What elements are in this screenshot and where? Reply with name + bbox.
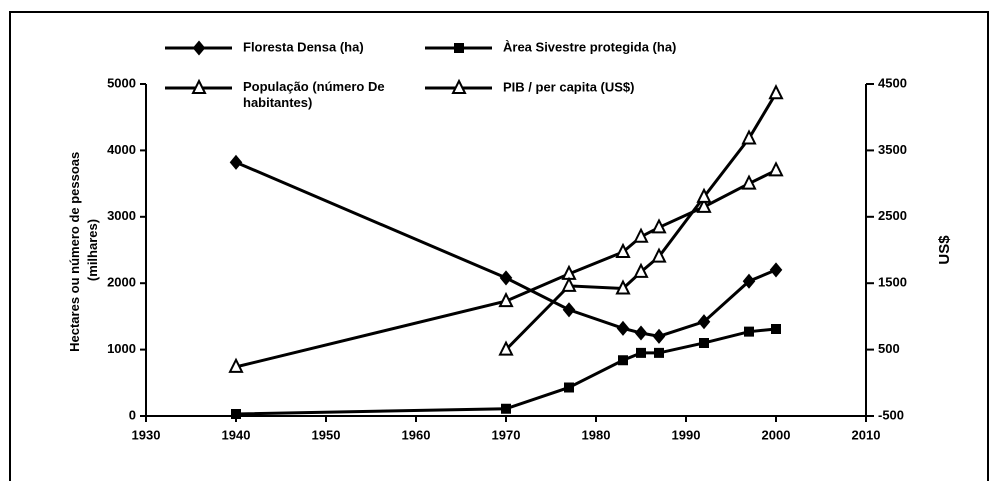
x-tick-label: 1940 (222, 427, 251, 442)
marker (768, 161, 784, 177)
marker (741, 129, 757, 145)
x-tick-label: 1950 (312, 427, 341, 442)
x-tick-label: 2000 (762, 427, 791, 442)
marker (651, 218, 667, 234)
marker (192, 40, 206, 56)
y-tick-label: 5000 (107, 75, 136, 90)
legend-label-line: População (número De (243, 79, 385, 94)
legend-label: Floresta Densa (ha) (243, 39, 364, 54)
x-tick-label: 2010 (852, 427, 881, 442)
marker (744, 326, 754, 337)
y2-axis-label: US$ (936, 235, 953, 265)
marker (451, 78, 467, 94)
marker (191, 78, 207, 94)
marker (696, 197, 712, 213)
marker (618, 355, 628, 366)
y2-tick-label: -500 (878, 407, 904, 422)
x-tick-label: 1970 (492, 427, 521, 442)
marker (228, 357, 244, 373)
y-axis-label-line: Hectares ou número de pessoas (67, 152, 82, 352)
x-tick-label: 1960 (402, 427, 431, 442)
marker (498, 340, 514, 356)
marker (771, 324, 781, 335)
marker (615, 279, 631, 295)
series-line (235, 160, 777, 338)
y-tick-label: 4000 (107, 142, 136, 157)
y-axis-label-line: (milhares) (85, 219, 100, 281)
marker (741, 174, 757, 190)
marker (616, 320, 630, 336)
legend-label: População (número De habitantes) (243, 79, 385, 110)
marker (561, 276, 577, 292)
marker (499, 270, 513, 286)
marker (652, 328, 666, 344)
marker (229, 154, 243, 170)
y2-tick-label: 1500 (878, 275, 907, 290)
y-tick-label: 2000 (107, 275, 136, 290)
marker (697, 314, 711, 330)
marker (651, 247, 667, 263)
marker (696, 187, 712, 203)
marker (564, 382, 574, 393)
legend-label: Àrea Sivestre protegida (ha) (503, 39, 676, 54)
x-tick-label: 1980 (582, 427, 611, 442)
series-line (504, 92, 778, 351)
y2-tick-label: 3500 (878, 142, 907, 157)
y2-tick-label: 4500 (878, 75, 907, 90)
y-tick-label: 3000 (107, 208, 136, 223)
legend-label-line: habitantes) (243, 95, 312, 110)
y2-tick-label: 500 (878, 341, 900, 356)
marker (769, 262, 783, 278)
marker (768, 84, 784, 100)
frame (9, 11, 989, 481)
y-tick-label: 1000 (107, 341, 136, 356)
y2-tick-label: 2500 (878, 208, 907, 223)
marker (699, 337, 709, 348)
marker (634, 325, 648, 341)
marker (562, 302, 576, 318)
marker (231, 409, 241, 420)
marker (633, 227, 649, 243)
x-tick-label: 1990 (672, 427, 701, 442)
marker (501, 403, 511, 414)
marker (742, 273, 756, 289)
marker (633, 262, 649, 278)
series-line (235, 168, 777, 369)
x-tick-label: 1930 (132, 427, 161, 442)
legend-label: PIB / per capita (US$) (503, 79, 634, 94)
marker (454, 43, 464, 53)
marker (654, 347, 664, 358)
marker (636, 347, 646, 358)
marker (498, 291, 514, 308)
marker (615, 242, 631, 258)
y-axis-label: Hectares ou número de pessoas (milhares) (67, 148, 100, 352)
y-tick-label: 0 (129, 407, 136, 422)
